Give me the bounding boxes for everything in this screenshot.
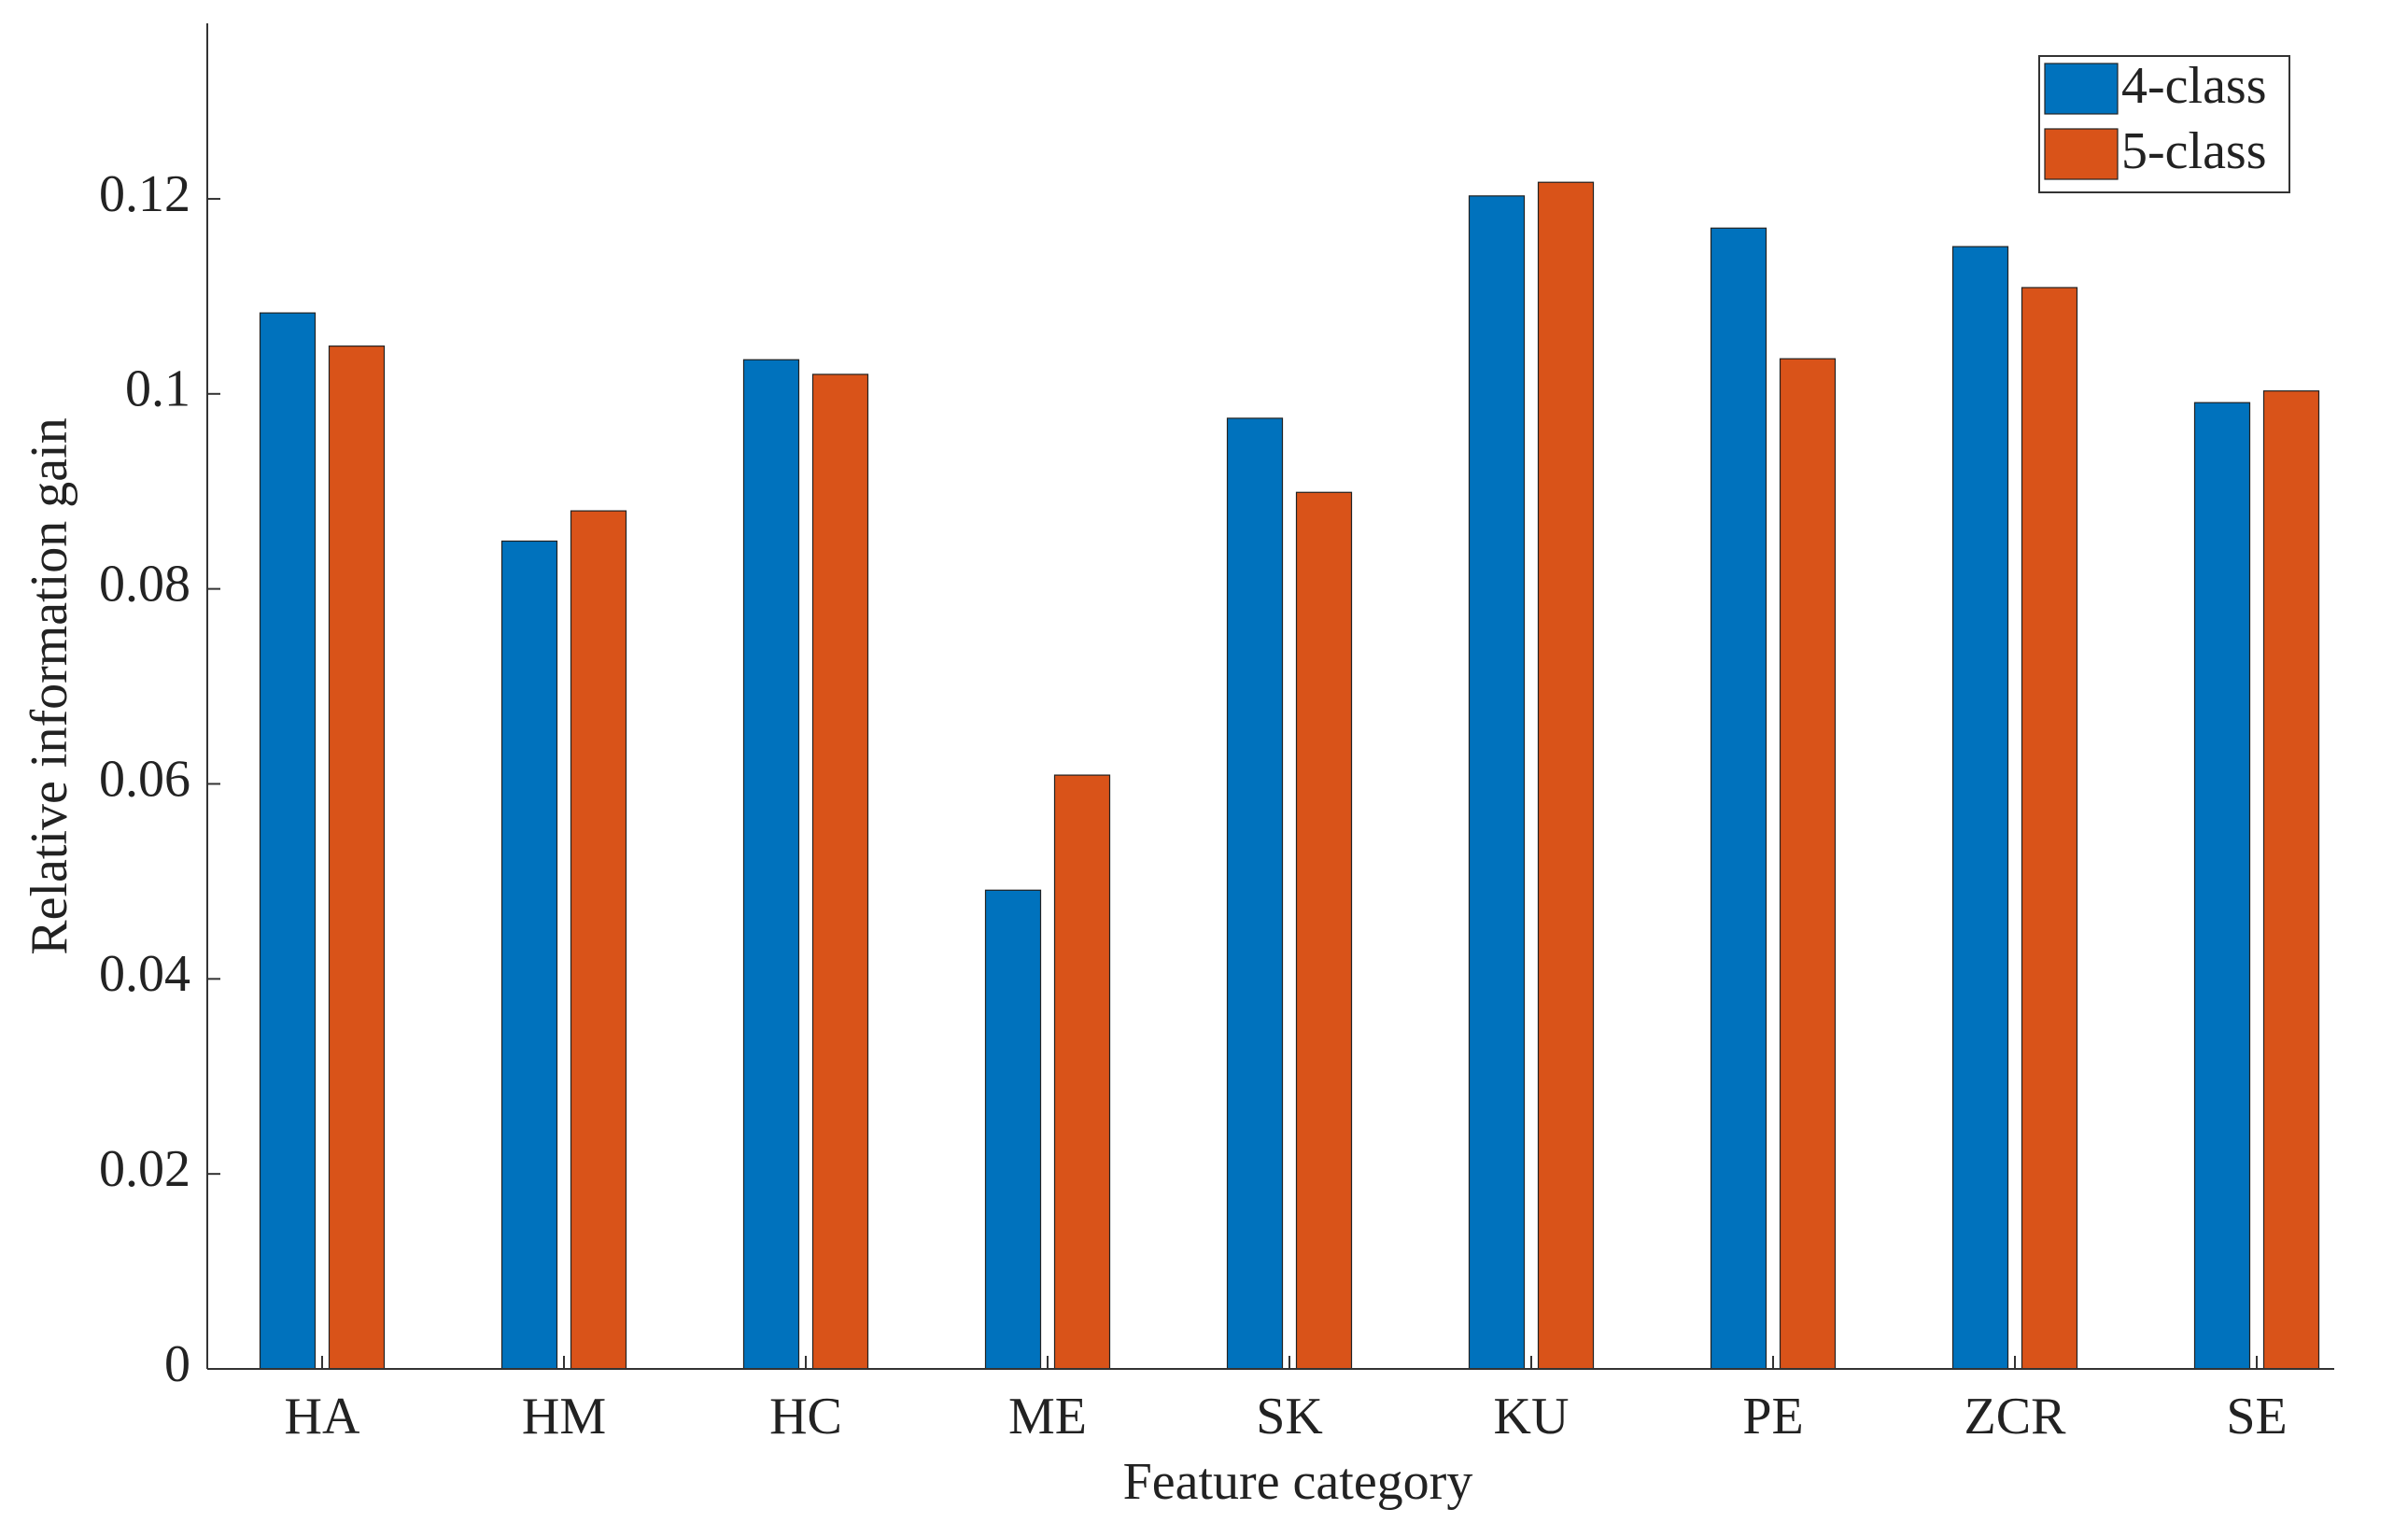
- bar: [2021, 287, 2078, 1370]
- bar: [1053, 774, 1111, 1370]
- bar: [2193, 402, 2251, 1370]
- bar: [1537, 181, 1595, 1370]
- bar: [811, 374, 869, 1370]
- y-tick-label: 0: [164, 1335, 190, 1393]
- bar: [2262, 390, 2320, 1370]
- legend-swatch: [2044, 128, 2119, 180]
- bar: [1951, 246, 2009, 1370]
- bar: [1226, 417, 1284, 1370]
- y-tick-label: 0.08: [99, 555, 190, 613]
- bar: [1710, 227, 1767, 1370]
- x-axis-label: Feature category: [1123, 1453, 1473, 1511]
- x-tick-label: KU: [1494, 1388, 1570, 1445]
- legend-label: 5-class: [2121, 122, 2267, 180]
- x-tick-label: PE: [1742, 1388, 1803, 1445]
- x-tick-label: SK: [1256, 1388, 1323, 1445]
- bar: [1468, 195, 1526, 1370]
- bar: [1779, 358, 1837, 1370]
- y-tick-label: 0.06: [99, 750, 190, 808]
- bar: [259, 312, 317, 1370]
- bar: [500, 540, 558, 1370]
- y-tick-label: 0.12: [99, 165, 190, 223]
- y-tick-label: 0.1: [125, 360, 190, 418]
- bar: [328, 345, 386, 1370]
- bar: [1295, 491, 1353, 1370]
- bar: [984, 889, 1042, 1370]
- x-tick-label: HC: [769, 1388, 842, 1445]
- x-tick-label: ZCR: [1964, 1388, 2067, 1445]
- x-tick-label: ME: [1008, 1388, 1087, 1445]
- y-tick-label: 0.02: [99, 1140, 190, 1198]
- legend-label: 4-class: [2121, 57, 2267, 115]
- x-tick-label: HA: [285, 1388, 360, 1445]
- legend-swatch: [2044, 63, 2119, 115]
- y-tick-label: 0.04: [99, 945, 190, 1003]
- bar: [742, 359, 800, 1370]
- bar: [570, 510, 627, 1370]
- x-tick-label: HM: [522, 1388, 606, 1445]
- y-axis-label: Relative information gain: [21, 417, 78, 954]
- x-tick-label: SE: [2226, 1388, 2287, 1445]
